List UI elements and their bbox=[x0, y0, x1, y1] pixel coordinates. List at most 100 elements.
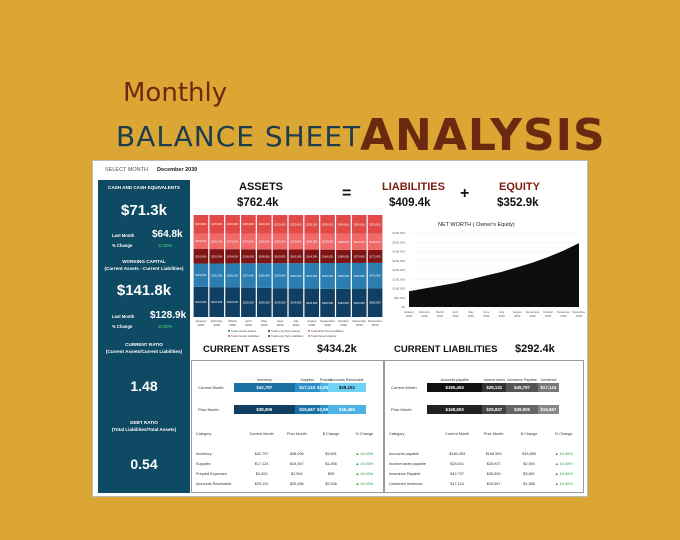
table-header-cell: Category bbox=[389, 432, 405, 436]
y-tick-label: $350,000 bbox=[392, 240, 405, 244]
legend-entry: Total Current Liabilities bbox=[231, 334, 260, 338]
x-tick-label: February bbox=[419, 310, 431, 314]
bar-segment bbox=[304, 288, 320, 317]
x-tick-label: 2030 bbox=[530, 314, 537, 318]
bar-segment bbox=[336, 249, 351, 263]
x-tick-label: August bbox=[307, 319, 317, 323]
segment-label: $170,000 bbox=[354, 254, 365, 258]
bar-header: Supplies bbox=[300, 378, 315, 382]
table-header-row: Category Current Month Prior Month $ Change… bbox=[196, 432, 381, 436]
y-tick-label: $300,000 bbox=[392, 250, 405, 254]
x-tick-label: September bbox=[526, 310, 540, 314]
segment-label: $380,000 bbox=[370, 301, 381, 305]
table-cell: ▲ 10.00% bbox=[554, 482, 573, 486]
dashboard-sheet: SELECT MONTH December 2030 CASH AND CASH… bbox=[92, 160, 588, 497]
y-tick-label: $200,000 bbox=[392, 268, 405, 272]
bar-segment: $185,453 bbox=[427, 383, 483, 392]
segment-label: $340,000 bbox=[370, 274, 381, 278]
x-tick-label: 2030 bbox=[293, 323, 300, 327]
table-cell: ▲ 10.00% bbox=[355, 482, 374, 486]
data-table: Category Current Month Prior Month $ Change… bbox=[389, 432, 581, 492]
x-tick-label: November bbox=[557, 310, 570, 314]
bar-segment bbox=[336, 215, 351, 234]
segment-label: $160,000 bbox=[196, 239, 207, 243]
table-cell: $15,567 bbox=[486, 482, 501, 486]
bar-segment bbox=[241, 233, 256, 250]
bar-segment bbox=[288, 263, 304, 289]
table-row: Supplies $17,124 $15,567 $1,556 ▲ 10.00% bbox=[196, 462, 381, 466]
current-assets-panel: Inventory Supplies Prepaid Expenses Account… bbox=[191, 360, 384, 493]
table-cell: $42,797 bbox=[450, 472, 464, 476]
cr-sub: (Current Assets/Current Liabilities) bbox=[105, 349, 183, 354]
wc-last-value: $128.9k bbox=[150, 310, 187, 321]
bar-segment bbox=[351, 233, 367, 250]
segment-label: $250,000 bbox=[370, 222, 381, 226]
table-header-cell: $ Change bbox=[322, 432, 340, 436]
bar-segment bbox=[336, 233, 351, 250]
table-header-cell: Category bbox=[196, 432, 212, 436]
legend-swatch bbox=[228, 330, 230, 332]
bar-segment bbox=[367, 233, 383, 250]
table-header-row: Category Current Month Prior Month $ Change… bbox=[389, 432, 581, 436]
cash-last-value: $64.8k bbox=[152, 229, 183, 240]
segment-label: $330,000 bbox=[338, 274, 349, 278]
bar-segment bbox=[304, 215, 320, 234]
equity-label: EQUITY bbox=[499, 181, 540, 193]
current-month-label: Current Month bbox=[391, 385, 417, 390]
x-tick-label: December bbox=[368, 319, 382, 323]
bar-segment bbox=[367, 288, 383, 317]
segment-label: $240,000 bbox=[338, 222, 349, 226]
prior-month-label: Prior Month bbox=[391, 407, 412, 412]
segment-label: $310,000 bbox=[196, 300, 207, 304]
table-header-cell: $ Change bbox=[520, 432, 538, 436]
x-tick-label: January bbox=[196, 319, 207, 323]
net-worth-title: NET WORTH ( Owner's Equity) bbox=[438, 222, 515, 228]
bar-segment bbox=[225, 249, 240, 264]
y-tick-label: $250,000 bbox=[392, 259, 405, 263]
table-cell: $28,531 bbox=[450, 462, 464, 466]
liabilities-label: LIABILITIES bbox=[382, 181, 445, 193]
bar-segment: $15,567 bbox=[537, 405, 559, 414]
segment-label: $320,000 bbox=[227, 300, 238, 304]
table-cell: $16,859 bbox=[522, 452, 536, 456]
plus-sign: + bbox=[460, 185, 470, 202]
legend-swatch bbox=[268, 335, 270, 337]
segment-label: $270,000 bbox=[243, 274, 254, 278]
segment-label: $240,000 bbox=[196, 273, 207, 277]
bar-segment bbox=[256, 215, 272, 234]
bar-segment bbox=[320, 249, 335, 264]
table-row: Unearned revenues $17,124 $15,567 $1,556 ▲ 1… bbox=[389, 482, 581, 486]
bar-segment bbox=[209, 233, 225, 250]
bar-segment bbox=[320, 215, 335, 234]
bar-segment: $38,906 bbox=[506, 405, 538, 414]
month-selector[interactable]: December 2030 bbox=[157, 167, 198, 173]
table-cell: ▲ 10.00% bbox=[554, 462, 573, 466]
cash-title: CASH AND CASH EQUIVALENTS bbox=[108, 185, 180, 190]
table-cell: $59 bbox=[327, 472, 335, 476]
x-tick-label: May bbox=[261, 319, 267, 323]
bar-segment bbox=[320, 263, 335, 289]
table-cell: $2,653 bbox=[255, 472, 268, 476]
bar-segment bbox=[367, 262, 383, 289]
y-tick-label: $0 bbox=[402, 305, 406, 309]
x-tick-label: July bbox=[499, 310, 505, 314]
bar-segment bbox=[351, 215, 367, 234]
x-tick-label: 2030 bbox=[421, 314, 428, 318]
table-cell: ▲ 10.00% bbox=[554, 452, 573, 456]
bar-segment bbox=[193, 286, 209, 317]
x-tick-label: 2030 bbox=[437, 314, 444, 318]
segment-label: $150,000 bbox=[196, 254, 207, 258]
bar-segment bbox=[256, 249, 272, 264]
x-tick-label: August bbox=[513, 310, 522, 314]
table-cell: $2,594 bbox=[523, 462, 535, 466]
table-row: Insurance Payable $42,797 $38,906 $3,891 ▲ 1… bbox=[389, 472, 581, 476]
table-row: Accounts payable $185,453 $168,593 $16,859 ▲… bbox=[389, 452, 581, 456]
bar-segment bbox=[367, 249, 383, 263]
x-tick-label: November bbox=[352, 319, 366, 323]
cash-change-label: % Change bbox=[112, 243, 133, 248]
table-cell: $38,906 bbox=[486, 472, 501, 476]
segment-label: $162,000 bbox=[291, 254, 302, 258]
segment-label: $220,000 bbox=[291, 222, 302, 226]
table-cell: Unearned revenues bbox=[389, 482, 423, 486]
segment-label: $340,000 bbox=[291, 301, 302, 305]
